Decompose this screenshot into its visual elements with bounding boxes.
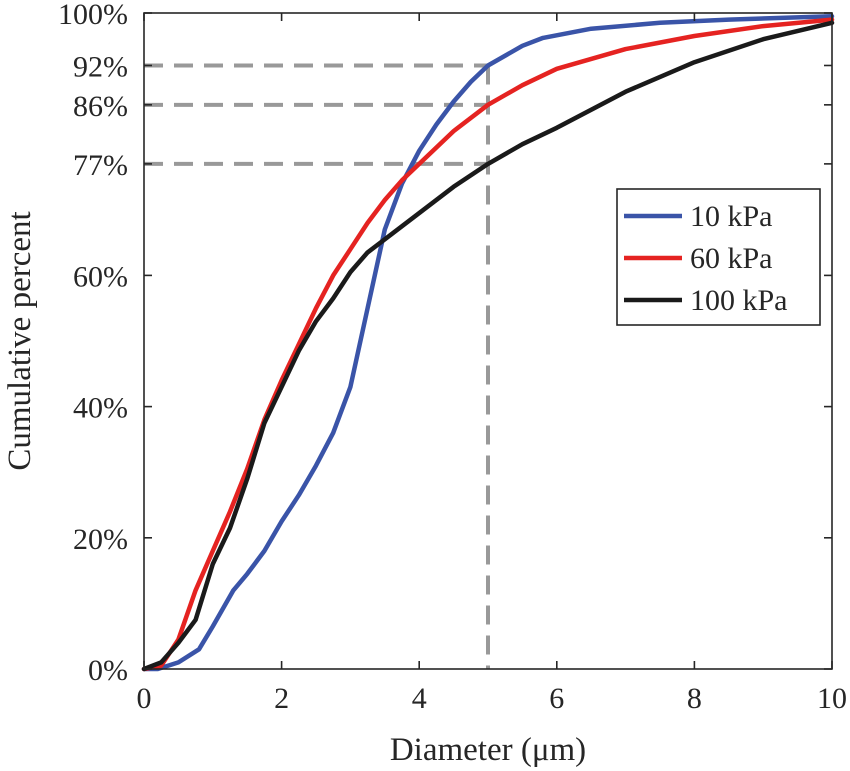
x-axis-title: Diameter (μm) xyxy=(390,732,586,768)
series-line-60-kpa xyxy=(141,17,835,672)
y-tick-label: 20% xyxy=(73,523,128,556)
series-lines xyxy=(141,14,835,672)
x-tick-label: 8 xyxy=(687,682,702,715)
legend-items: 10 kPa 60 kPa 100 kPa xyxy=(624,200,788,317)
y-tick-label: 40% xyxy=(73,392,128,425)
y-tick-label: 100% xyxy=(58,0,128,31)
y-tick-label: 92% xyxy=(73,50,128,83)
x-axis-ticks: 0 2 4 6 8 10 xyxy=(137,13,847,715)
x-tick-label: 6 xyxy=(549,682,564,715)
x-tick-label: 2 xyxy=(274,682,289,715)
y-axis-title: Cumulative percent xyxy=(2,211,38,470)
y-tick-label: 86% xyxy=(73,90,128,123)
x-tick-label: 4 xyxy=(412,682,427,715)
y-tick-label: 77% xyxy=(73,149,128,182)
x-tick-label: 10 xyxy=(817,682,847,715)
series-line-10-kpa xyxy=(141,14,835,672)
series-line-100-kpa xyxy=(141,20,835,672)
y-tick-label: 0% xyxy=(88,654,128,687)
y-axis-ticks: 0% 20% 40% 60% 77% 86% 92% 100% xyxy=(58,0,832,687)
legend: 10 kPa 60 kPa 100 kPa xyxy=(616,188,821,326)
legend-label: 60 kPa xyxy=(690,242,773,275)
legend-label: 100 kPa xyxy=(690,284,788,317)
y-tick-label: 60% xyxy=(73,260,128,293)
legend-label: 10 kPa xyxy=(690,200,773,233)
x-tick-label: 0 xyxy=(137,682,152,715)
plot-area-frame xyxy=(143,12,833,670)
